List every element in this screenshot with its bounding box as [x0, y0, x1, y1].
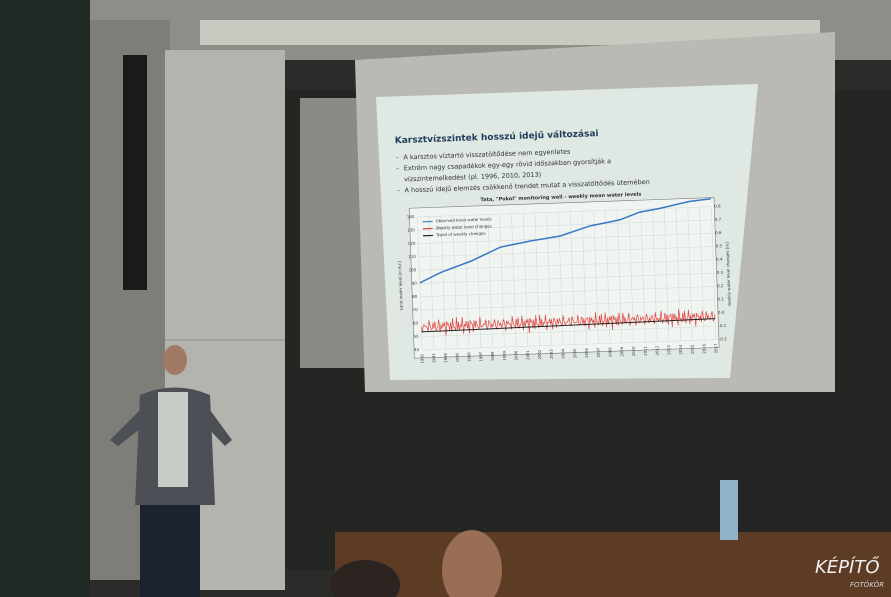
y-tick-label: 80 [412, 294, 418, 299]
y2-tick-label: -0.1 [718, 323, 726, 328]
x-tick-label: 2015 [690, 344, 695, 354]
x-tick-label: 2008 [607, 347, 612, 357]
x-tick-label: 1992 [419, 353, 424, 363]
x-tick-label: 2013 [666, 345, 671, 355]
x-tick-label: 2002 [537, 349, 542, 359]
x-tick-label: 1995 [454, 352, 459, 362]
watermark-sub: FOTÓKÖR [850, 580, 884, 589]
x-tick-label: 2010 [631, 346, 636, 356]
x-tick-label: 1993 [431, 353, 436, 363]
y2-tick-label: 0.8 [714, 203, 721, 208]
x-tick-label: 1997 [478, 351, 483, 361]
x-tick-label: 1996 [466, 352, 471, 362]
y-tick-label: 110 [408, 254, 416, 259]
x-tick-label: 1999 [501, 350, 506, 360]
y-tick-label: 120 [408, 241, 416, 246]
x-tick-label: 2017 [713, 343, 718, 353]
x-tick-label: 2009 [619, 346, 624, 356]
y-tick-label: 140 [407, 214, 415, 219]
y2-tick-label: 0.7 [715, 217, 722, 222]
y2-tick-label: 0.1 [717, 296, 724, 301]
y2-tick-label: -0.2 [719, 336, 727, 341]
y-tick-label: 70 [413, 307, 419, 312]
y-tick-label: 60 [413, 320, 419, 325]
y2-tick-label: 0.5 [716, 243, 723, 248]
x-tick-label: 2011 [643, 345, 648, 355]
y2-tick-label: 0.4 [716, 257, 723, 262]
photo: Karsztvízszintek hosszú idejű változásai… [0, 0, 891, 597]
x-tick-label: 2003 [549, 349, 554, 359]
watermark: KÉPÍTŐ [815, 556, 880, 578]
y-tick-label: 130 [407, 227, 415, 232]
x-tick-label: 2000 [513, 350, 518, 360]
x-tick-label: 2001 [525, 350, 530, 360]
y-tick-label: 90 [412, 281, 418, 286]
x-tick-label: 2006 [584, 347, 589, 357]
y-tick-label: 40 [414, 347, 420, 352]
page: Karsztvízszintek hosszú idejű változásai… [0, 0, 891, 597]
bottle [720, 480, 738, 540]
x-tick-label: 2016 [701, 343, 706, 353]
curtain [0, 0, 90, 597]
y2-tick-label: 0.0 [718, 310, 725, 315]
x-tick-label: 2005 [572, 348, 577, 358]
y2-tick-label: 0.6 [715, 230, 722, 235]
x-tick-label: 2012 [654, 345, 659, 355]
speaker-box [123, 55, 147, 290]
x-tick-label: 1994 [443, 352, 448, 362]
table [335, 532, 891, 597]
x-tick-label: 2004 [560, 348, 565, 358]
x-tick-label: 2014 [678, 344, 683, 354]
y-tick-label: 50 [413, 334, 419, 339]
x-tick-label: 1998 [490, 351, 495, 361]
y2-tick-label: 0.3 [716, 270, 723, 275]
y-tick-label: 100 [409, 267, 417, 272]
y2-tick-label: 0.2 [717, 283, 724, 288]
x-tick-label: 2007 [596, 347, 601, 357]
